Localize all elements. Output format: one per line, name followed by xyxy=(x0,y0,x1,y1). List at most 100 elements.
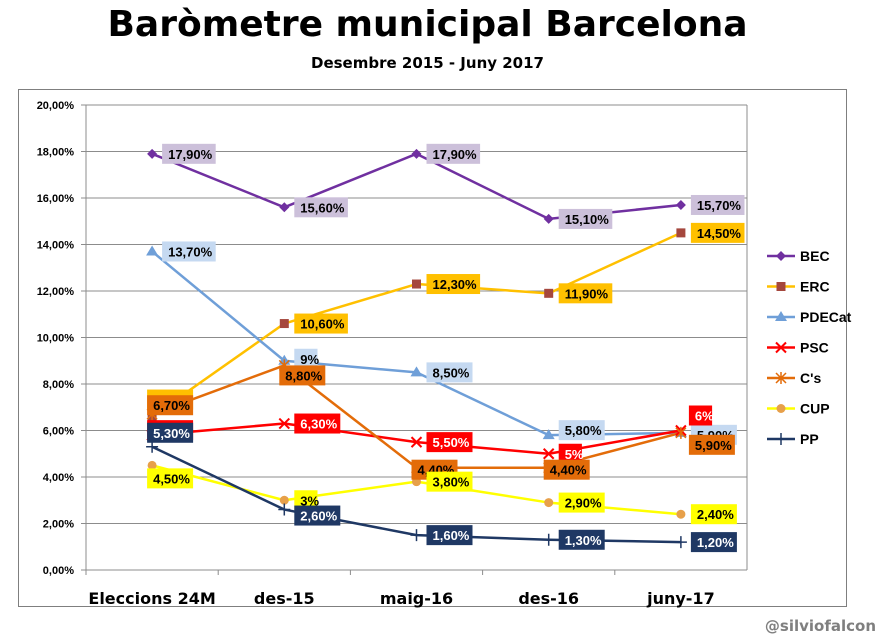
data-point xyxy=(543,213,554,224)
y-tick-label: 6,00% xyxy=(43,426,74,438)
series-markers xyxy=(146,440,687,549)
legend-item: C's xyxy=(767,370,821,386)
data-label: 4,50% xyxy=(147,468,194,489)
legend-item: PSC xyxy=(767,340,829,356)
data-label-text: 8,50% xyxy=(433,365,470,380)
data-label-box xyxy=(690,222,745,243)
data-label: 3,80% xyxy=(426,471,473,492)
data-label-text: 5% xyxy=(565,447,584,462)
legend-label: CUP xyxy=(800,401,830,417)
legend-label: ERC xyxy=(800,279,830,295)
data-label: 5% xyxy=(558,443,584,464)
data-label-text: 1,30% xyxy=(565,533,602,548)
series-markers xyxy=(146,245,687,440)
data-label-box xyxy=(294,490,318,511)
data-point xyxy=(412,279,421,289)
data-label: 9% xyxy=(294,348,320,369)
series-erc xyxy=(151,231,682,418)
data-point xyxy=(146,245,159,256)
legend-label: PSC xyxy=(800,340,829,356)
data-label-text: 5,50% xyxy=(433,435,470,450)
y-tick-label: 12,00% xyxy=(37,286,75,298)
author-credit: @silviofalcon xyxy=(764,617,876,635)
legend-item: PP xyxy=(767,431,819,447)
data-label-text: 9% xyxy=(300,352,319,367)
series-markers xyxy=(147,148,686,224)
data-label-box xyxy=(147,422,194,443)
data-point xyxy=(776,282,786,291)
data-label-box xyxy=(426,471,473,492)
legend-label: BEC xyxy=(800,248,830,264)
data-label-box xyxy=(294,348,318,369)
data-label-box xyxy=(426,432,473,453)
series-pdecat xyxy=(151,250,681,437)
chart-title: Baròmetre municipal Barcelona xyxy=(107,4,748,45)
data-label-text: 2,90% xyxy=(565,496,602,511)
data-label-text: 2,60% xyxy=(300,509,337,524)
series-line xyxy=(151,364,682,469)
data-label-text: 15,10% xyxy=(565,212,610,227)
data-label: 5,80% xyxy=(558,420,605,441)
data-label: 17,90% xyxy=(426,143,481,164)
data-label-box xyxy=(543,459,590,480)
legend-item: BEC xyxy=(767,248,830,264)
data-point xyxy=(775,341,787,354)
data-point xyxy=(675,199,686,210)
data-label-box xyxy=(162,241,216,262)
data-label-text: 3% xyxy=(300,493,319,508)
data-label-box xyxy=(688,434,735,455)
series-markers xyxy=(147,228,686,422)
series-markers xyxy=(146,359,687,474)
data-point xyxy=(411,148,422,159)
data-label-text: 1,20% xyxy=(697,535,734,550)
data-point xyxy=(675,426,687,439)
series-line xyxy=(151,250,681,437)
data-label-text: 5,90% xyxy=(695,438,732,453)
chart-frame xyxy=(18,89,847,607)
data-point xyxy=(775,372,787,384)
data-label-text: 10,60% xyxy=(300,317,345,332)
data-point xyxy=(776,251,786,261)
data-labels: 17,90%15,60%17,90%15,10%15,70%6,60%10,60… xyxy=(147,143,745,553)
data-label: 2,60% xyxy=(294,505,341,526)
data-point xyxy=(410,529,423,542)
data-label-box xyxy=(558,208,613,229)
data-label: 1,30% xyxy=(558,529,605,550)
data-label: 6,30% xyxy=(294,413,341,434)
data-label-text: 2,40% xyxy=(697,507,734,522)
x-tick-label: des-15 xyxy=(254,589,315,608)
data-label: 11,90% xyxy=(558,283,613,304)
legend-item: PDECat xyxy=(767,309,852,325)
legend-label: C's xyxy=(800,370,821,386)
series-c-s xyxy=(151,364,682,469)
data-label: 17,90% xyxy=(162,143,216,164)
legend-label: PDECat xyxy=(800,309,852,325)
data-point xyxy=(544,288,554,298)
data-label-text: 3,80% xyxy=(433,475,470,490)
data-label-text: 6% xyxy=(695,409,714,424)
data-label-box xyxy=(294,313,348,334)
y-tick-label: 14,00% xyxy=(37,240,75,252)
data-label-box xyxy=(558,283,613,304)
data-label-text: 5,30% xyxy=(153,426,190,441)
data-label-text: 8,80% xyxy=(285,368,322,383)
data-label-box xyxy=(294,505,341,526)
data-label-box xyxy=(690,504,737,525)
data-label-text: 1,60% xyxy=(433,528,470,543)
data-label: 15,10% xyxy=(558,208,613,229)
data-label: 15,60% xyxy=(294,197,348,218)
data-label: 6,70% xyxy=(147,395,194,416)
data-label-box xyxy=(426,525,473,546)
data-point xyxy=(279,202,290,213)
y-tick-label: 10,00% xyxy=(37,333,75,345)
data-label: 5,30% xyxy=(147,422,194,443)
data-label: 8,50% xyxy=(426,362,473,383)
data-label: 2,90% xyxy=(558,492,605,513)
data-label-box xyxy=(558,492,605,513)
data-label-box xyxy=(688,405,713,426)
data-label-box xyxy=(690,532,737,553)
x-tick-label: des-16 xyxy=(518,589,579,608)
data-label-box xyxy=(147,468,194,489)
legend-item: ERC xyxy=(767,279,830,295)
data-label-box xyxy=(426,362,473,383)
